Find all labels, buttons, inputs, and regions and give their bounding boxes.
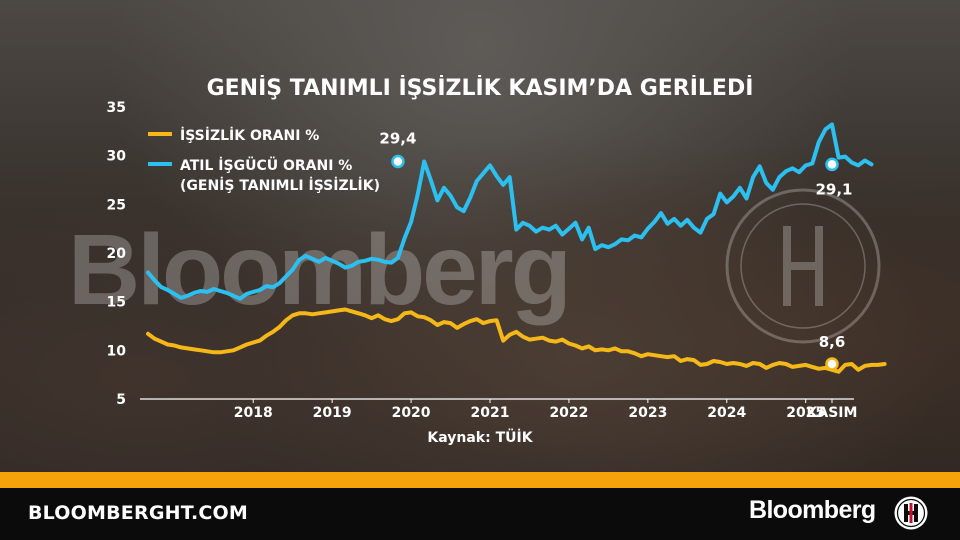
- annotation-marker: [391, 154, 405, 169]
- watermark-text: Bloomberg: [68, 214, 569, 326]
- legend-label-unemployment: İŞSİZLİK ORANI %: [180, 127, 319, 144]
- series-layer: [146, 122, 887, 374]
- ht-logo-icon: [894, 496, 928, 530]
- chart-legend: İŞSİZLİK ORANI % ATIL İŞGÜCÜ ORANI % (GE…: [148, 127, 380, 194]
- x-tick-label: 2018: [234, 405, 273, 421]
- x-tick-label: 2022: [549, 405, 588, 421]
- y-tick-label: 15: [107, 295, 126, 311]
- y-tick-label: 20: [107, 246, 127, 262]
- footer-bar: BLOOMBERGHT.COM Bloomberg: [0, 488, 960, 540]
- annotation-label: 29,1: [815, 180, 852, 198]
- x-tick-label: KASIM: [807, 405, 858, 421]
- legend-label-underutilization: ATIL İŞGÜCÜ ORANI %: [180, 156, 352, 174]
- chart-title: GENİŞ TANIMLI İŞSİZLİK KASIM’DA GERİLEDİ: [207, 75, 754, 101]
- y-tick-label: 35: [107, 100, 126, 116]
- y-tick-label: 5: [116, 392, 126, 408]
- x-tick-label: 2020: [392, 405, 431, 421]
- annotation-label: 8,6: [819, 333, 846, 351]
- x-tick-label: 2019: [313, 405, 352, 421]
- x-tick-label: 2025: [786, 405, 825, 421]
- y-tick-label: 10: [107, 343, 127, 359]
- bloomberg-watermark: Bloomberg: [68, 188, 881, 344]
- ht-emblem-watermark: [725, 188, 881, 344]
- site-url-link[interactable]: BLOOMBERGHT.COM: [28, 502, 249, 524]
- footer-accent-band: [0, 472, 960, 488]
- unemployment-line-chart: Bloomberg GENİŞ TANIMLI İŞSİZLİK KASIM’D…: [68, 75, 887, 446]
- underutilization-rate-line: [146, 122, 874, 301]
- unemployment-rate-line: [146, 307, 887, 374]
- background-photo: [0, 0, 960, 472]
- brand-logo-text: Bloomberg: [749, 496, 876, 524]
- x-tick-label: 2023: [628, 405, 667, 421]
- source-note: Kaynak: TÜİK: [427, 428, 533, 446]
- annotation-marker: [825, 357, 839, 371]
- y-tick-label: 30: [107, 149, 127, 165]
- annotation-label: 29,4: [379, 130, 416, 148]
- legend-label-underutilization-line2: (GENİŞ TANIMLI İŞSİZLİK): [180, 177, 380, 194]
- annotation-marker: [825, 157, 839, 172]
- y-tick-label: 25: [107, 197, 126, 213]
- x-tick-label: 2021: [471, 405, 510, 421]
- y-axis: 5 10 15 20 25 30 35: [107, 100, 127, 408]
- x-tick-label: 2024: [707, 405, 746, 421]
- annotations: 29,4 29,1 8,6: [379, 130, 853, 371]
